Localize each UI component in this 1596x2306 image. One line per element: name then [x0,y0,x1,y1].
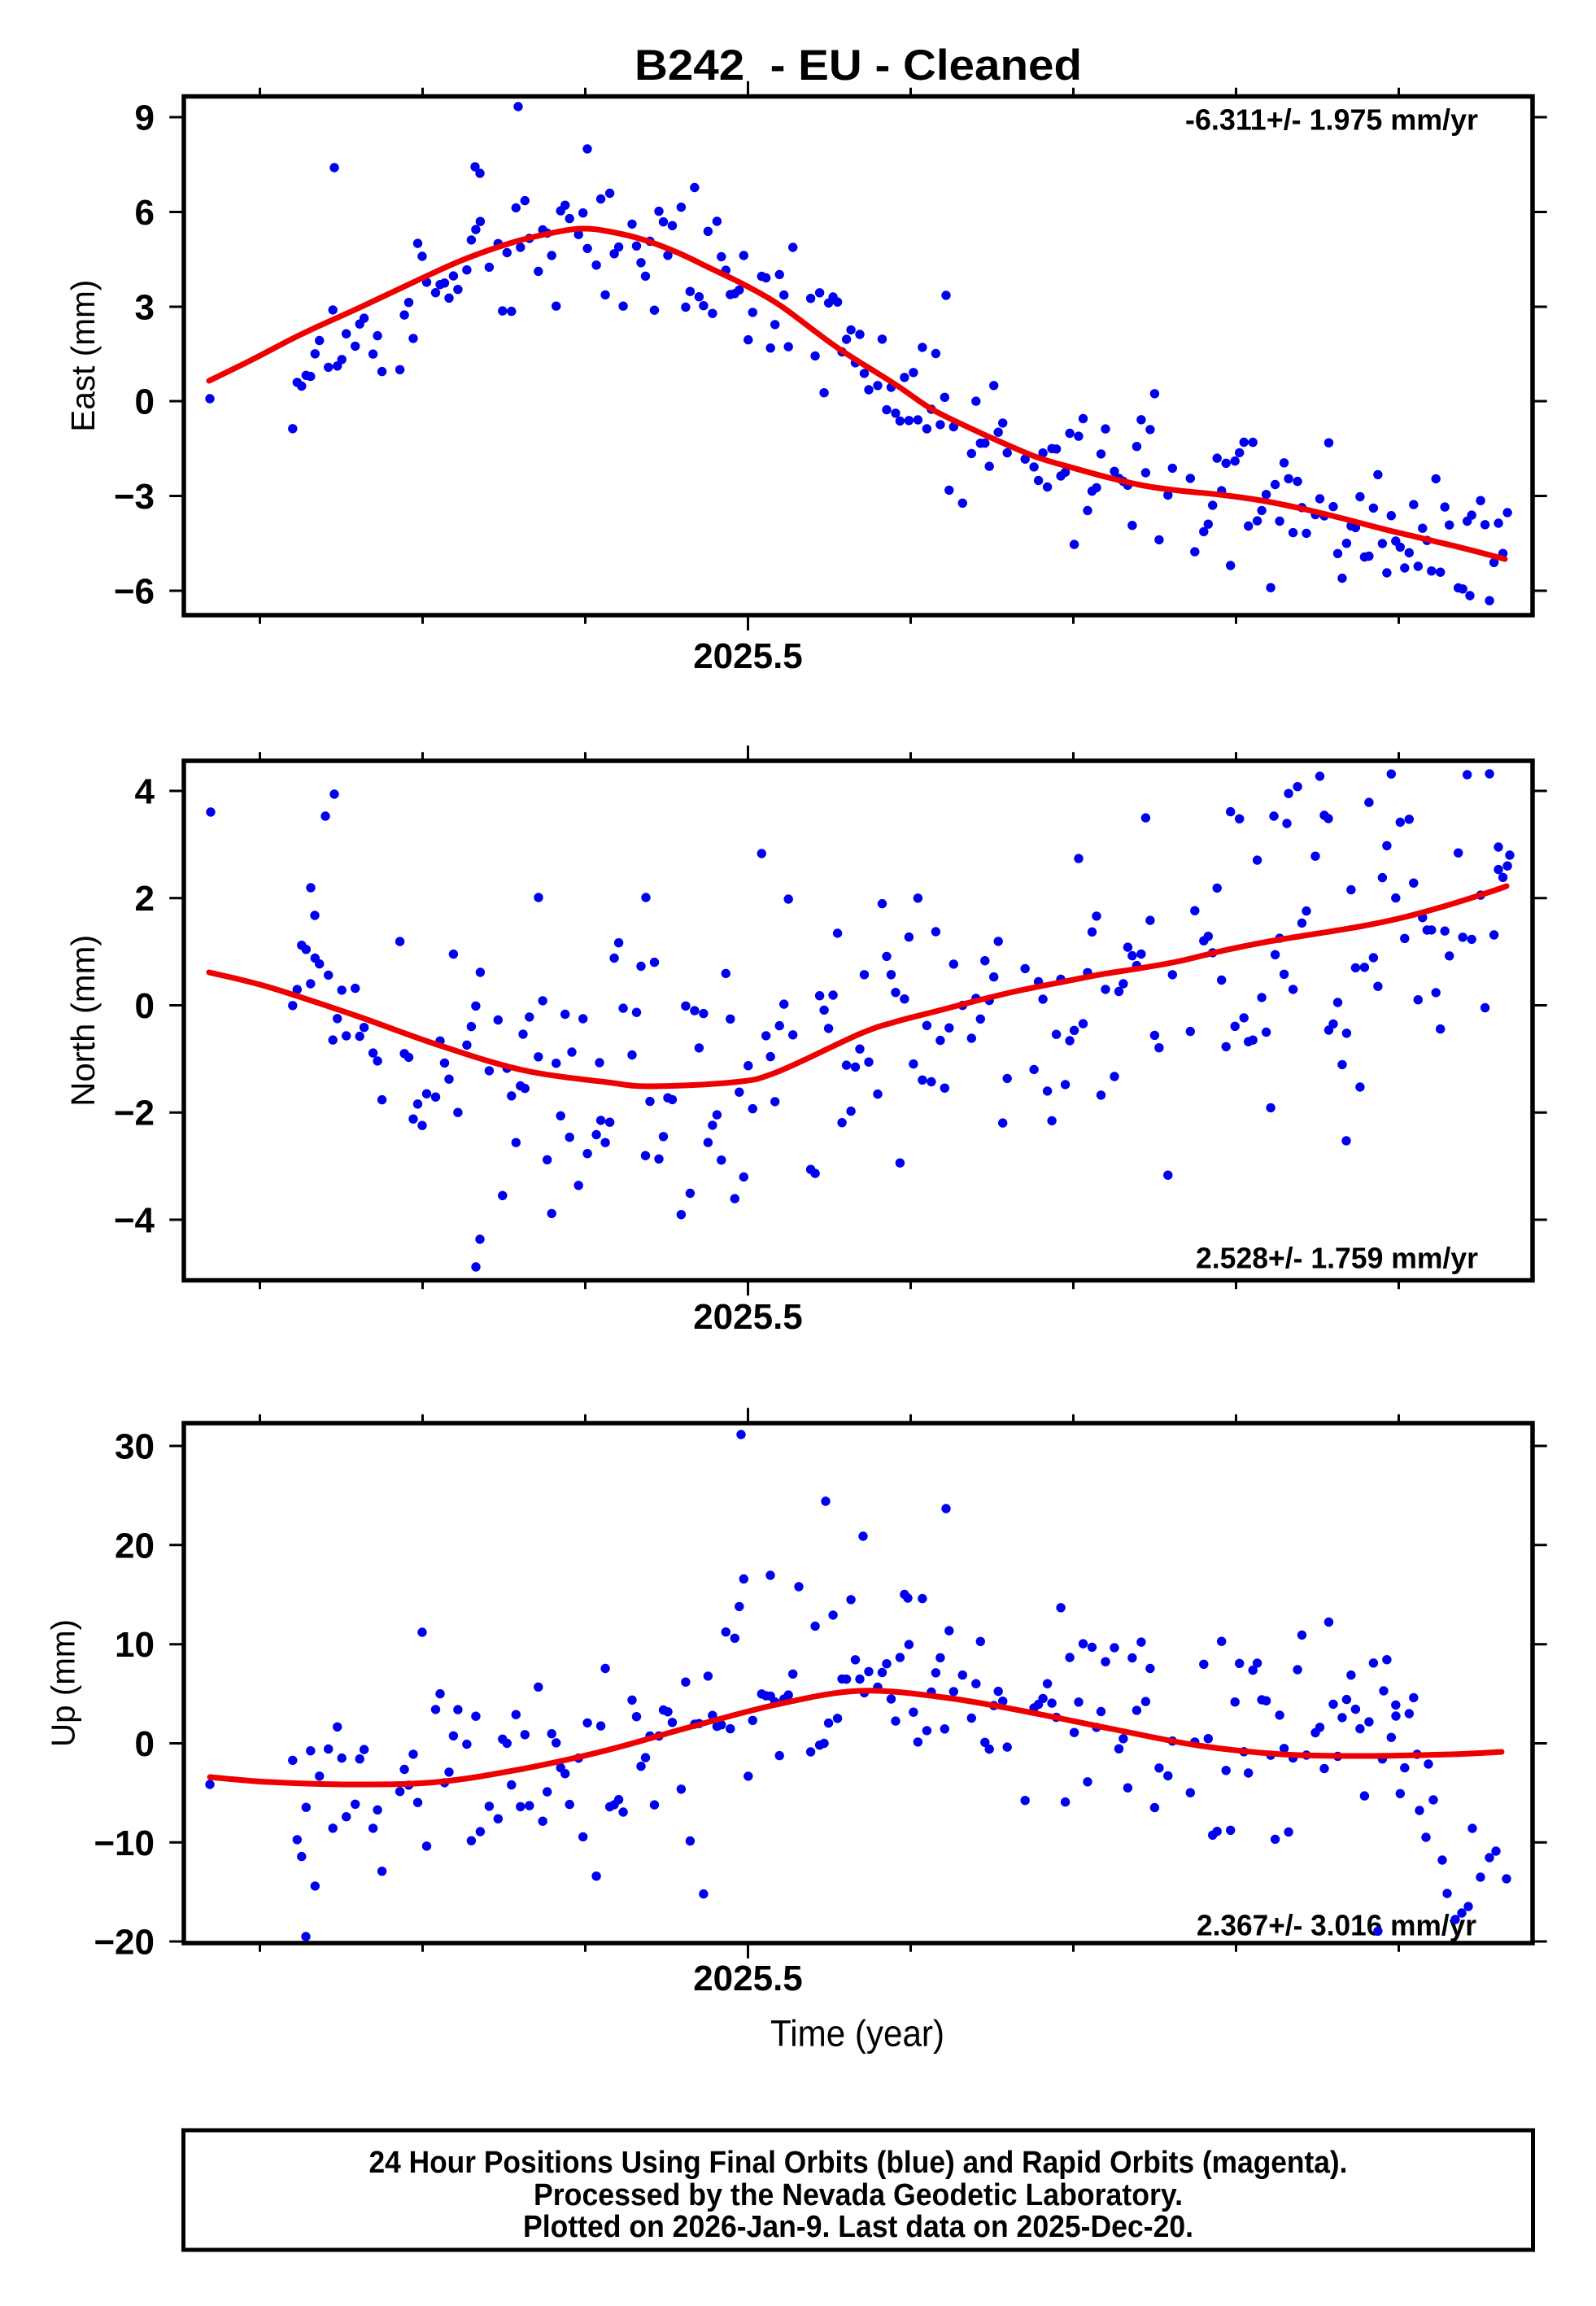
svg-text:−4: −4 [114,1201,155,1241]
svg-text:30: 30 [115,1427,155,1467]
svg-text:-6.311+/- 1.975 mm/yr: -6.311+/- 1.975 mm/yr [1185,103,1478,137]
svg-text:6: 6 [135,193,155,233]
svg-text:Plotted on 2026-Jan-9. Last da: Plotted on 2026-Jan-9. Last data on 2025… [523,2210,1193,2244]
svg-text:10: 10 [115,1625,155,1665]
svg-text:B242 - EU - Cleaned: B242 - EU - Cleaned [634,41,1082,90]
svg-text:3: 3 [135,288,155,328]
svg-text:2: 2 [135,879,155,919]
svg-text:2025.5: 2025.5 [693,636,803,676]
svg-text:2.367+/- 3.016 mm/yr: 2.367+/- 3.016 mm/yr [1197,1909,1476,1942]
svg-text:−20: −20 [94,1923,155,1963]
svg-text:0: 0 [135,382,155,422]
svg-text:−2: −2 [114,1094,155,1133]
svg-text:0: 0 [135,1724,155,1764]
svg-text:2025.5: 2025.5 [693,1959,803,1998]
svg-text:−3: −3 [114,477,155,517]
svg-text:2025.5: 2025.5 [693,1297,803,1337]
svg-text:2.528+/- 1.759 mm/yr: 2.528+/- 1.759 mm/yr [1196,1242,1478,1275]
svg-text:4: 4 [135,772,155,812]
svg-text:−6: −6 [114,572,155,612]
svg-text:Time (year): Time (year) [770,2013,944,2055]
svg-text:Up (mm): Up (mm) [45,1619,82,1747]
svg-text:0: 0 [135,986,155,1026]
svg-text:20: 20 [115,1526,155,1566]
svg-text:Processed by the Nevada Geodet: Processed by the Nevada Geodetic Laborat… [534,2178,1183,2212]
svg-text:North (mm): North (mm) [64,935,102,1107]
svg-text:−10: −10 [94,1823,155,1863]
svg-text:24 Hour Positions Using Final: 24 Hour Positions Using Final Orbits (bl… [369,2146,1348,2180]
svg-text:East (mm): East (mm) [64,280,102,432]
svg-text:9: 9 [135,98,155,138]
